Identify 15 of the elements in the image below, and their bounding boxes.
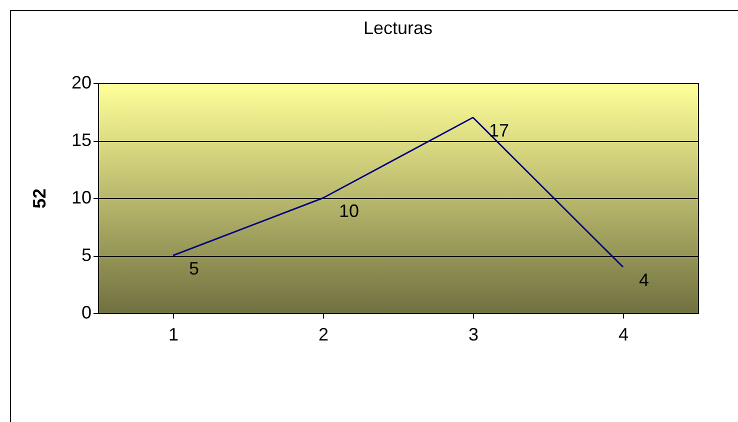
y-tick-label: 5 — [81, 245, 92, 265]
y-tick-label: 15 — [71, 130, 92, 150]
data-label: 17 — [489, 120, 510, 140]
x-tick-label: 4 — [618, 324, 629, 344]
y-axis-title: 52 — [29, 188, 50, 209]
chart-title: Lecturas — [363, 18, 433, 38]
y-tick-label: 0 — [81, 302, 92, 322]
data-label: 10 — [339, 201, 360, 221]
data-label: 5 — [189, 258, 200, 278]
y-tick-label: 10 — [71, 188, 92, 208]
x-tick-label: 2 — [318, 324, 329, 344]
y-tick-label: 20 — [71, 72, 92, 92]
x-tick-label: 3 — [468, 324, 479, 344]
data-label: 4 — [639, 270, 650, 290]
x-tick-label: 1 — [168, 324, 179, 344]
